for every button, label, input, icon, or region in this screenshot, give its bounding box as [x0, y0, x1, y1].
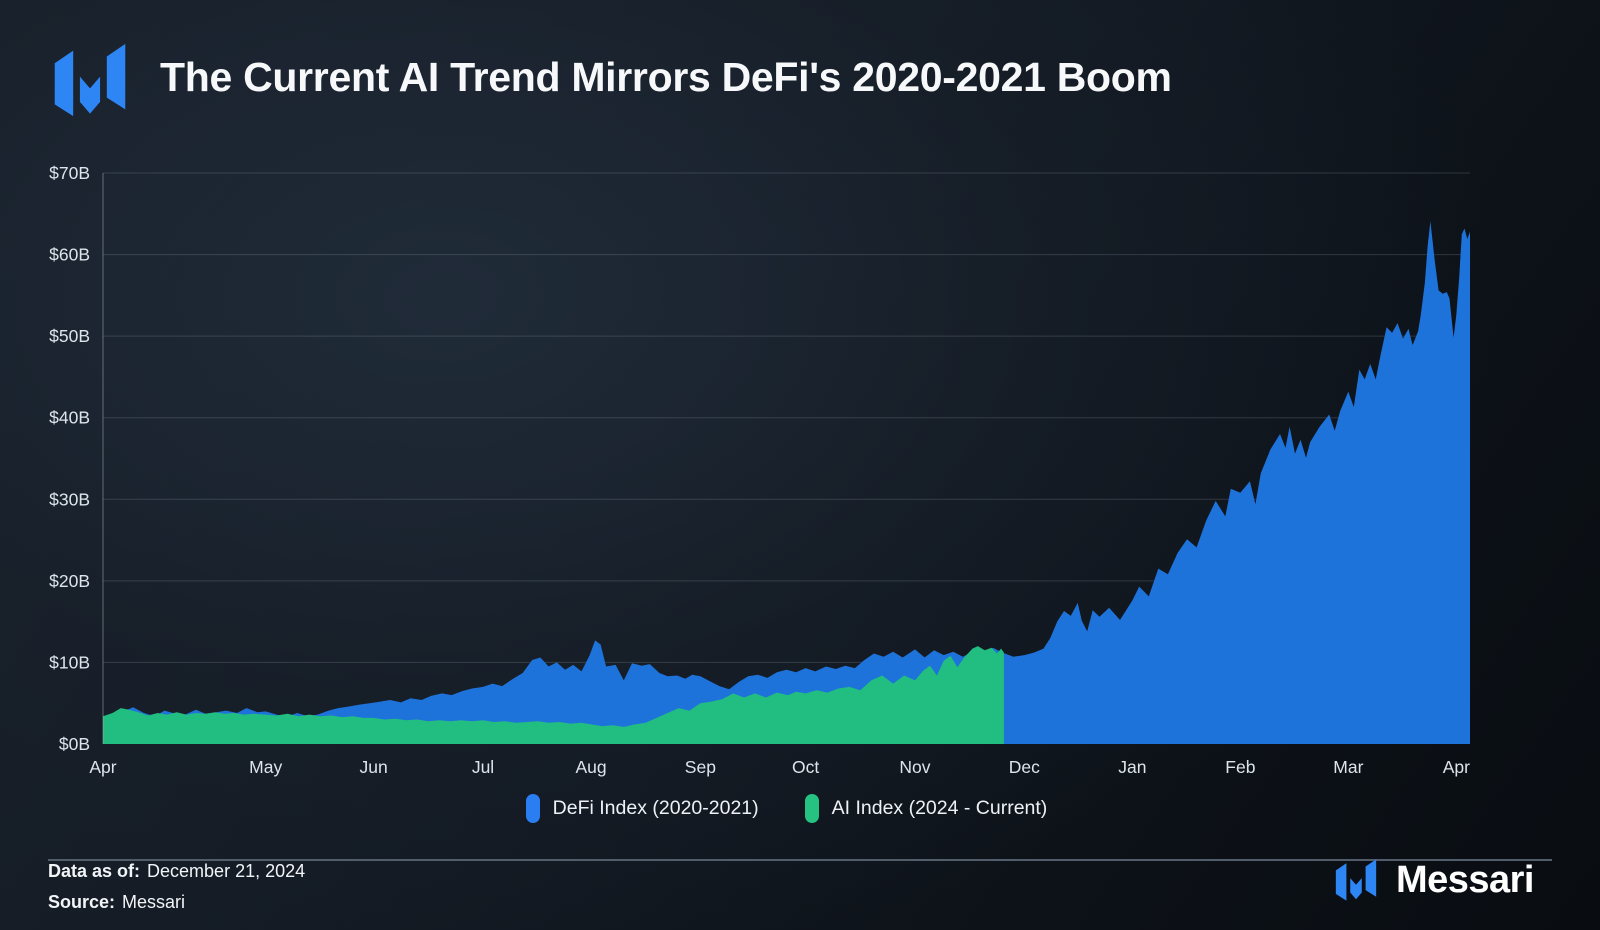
messari-footer-icon	[1335, 859, 1377, 901]
defi-area-path	[103, 221, 1470, 745]
source-line: Source: Messari	[48, 887, 305, 918]
header: The Current AI Trend Mirrors DeFi's 2020…	[0, 0, 1600, 150]
page-title: The Current AI Trend Mirrors DeFi's 2020…	[160, 54, 1172, 100]
data-as-of-label: Data as of:	[48, 861, 141, 881]
footer-divider	[48, 859, 1552, 861]
x-tick-label: Jan	[1118, 757, 1146, 777]
y-tick-label: $60B	[49, 245, 90, 265]
y-tick-label: $10B	[49, 652, 90, 672]
x-tick-label: Aug	[575, 757, 606, 777]
defi-legend-swatch-icon	[525, 794, 540, 823]
legend-item-ai: AI Index (2024 - Current)	[804, 794, 1048, 823]
x-tick-label: Dec	[1009, 757, 1040, 777]
x-tick-label: Sep	[685, 757, 716, 777]
x-tick-label: May	[249, 757, 282, 777]
x-tick-label: Apr	[1443, 757, 1470, 777]
y-tick-label: $20B	[49, 571, 90, 591]
y-tick-label: $70B	[49, 163, 90, 183]
x-tick-label: Oct	[792, 757, 819, 777]
source-value: Messari	[122, 892, 186, 912]
x-tick-label: Feb	[1225, 757, 1255, 777]
footer-notes: Data as of: December 21, 2024 Source: Mess…	[48, 856, 305, 918]
x-tick-label: Jul	[472, 757, 494, 777]
y-tick-label: $30B	[49, 489, 90, 509]
x-tick-label: Jun	[360, 757, 388, 777]
x-tick-label: Apr	[89, 757, 116, 777]
brand-wordmark: Messari	[1395, 858, 1535, 901]
data-as-of-value: December 21, 2024	[147, 861, 306, 881]
data-as-of-line: Data as of: December 21, 2024	[48, 856, 305, 887]
ai-legend-swatch-icon	[804, 794, 819, 823]
brand-lockup: Messari	[1330, 856, 1535, 904]
legend-item-defi: DeFi Index (2020-2021)	[525, 794, 759, 823]
y-tick-label: $0B	[59, 734, 90, 754]
ai-area-path	[103, 646, 1004, 744]
chart-legend: DeFi Index (2020-2021) AI Index (2024 - …	[103, 794, 1470, 823]
ai-legend-label: AI Index (2024 - Current)	[831, 797, 1048, 819]
y-tick-label: $40B	[49, 408, 90, 428]
x-tick-label: Mar	[1333, 757, 1363, 777]
y-tick-label: $50B	[49, 326, 90, 346]
x-tick-label: Nov	[899, 757, 930, 777]
messari-logo-icon	[54, 43, 126, 117]
source-label: Source:	[48, 892, 116, 912]
defi-legend-label: DeFi Index (2020-2021)	[552, 797, 759, 819]
